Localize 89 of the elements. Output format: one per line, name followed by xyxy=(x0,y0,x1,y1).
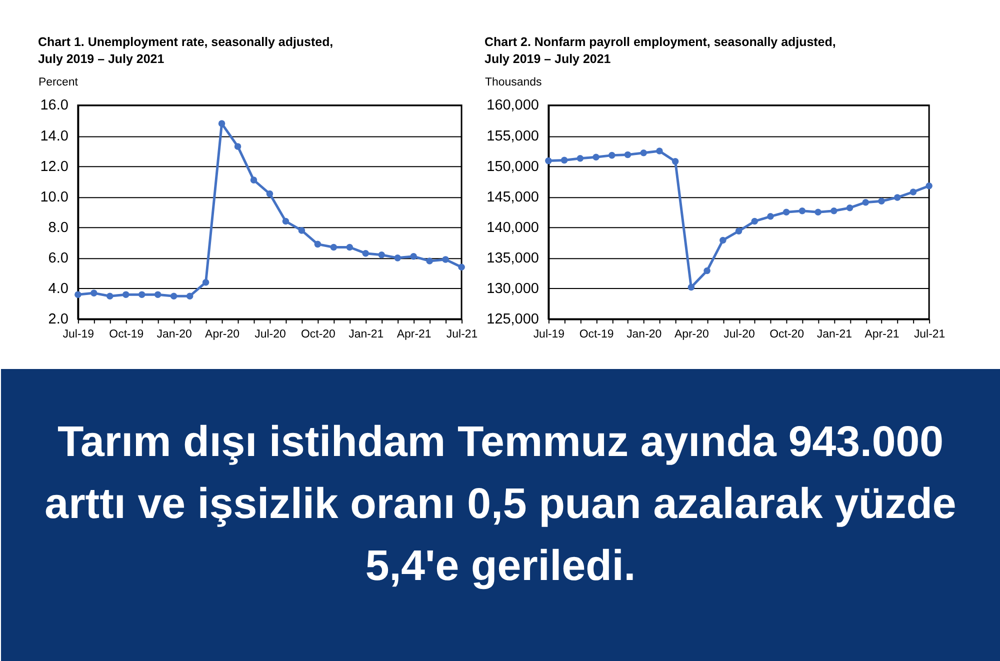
x-tick-label: Oct-20 xyxy=(770,328,804,340)
point xyxy=(298,227,306,234)
point xyxy=(798,208,806,214)
point xyxy=(688,284,695,291)
point xyxy=(458,264,465,270)
x-tick-label: Jan-21 xyxy=(816,328,852,340)
point xyxy=(560,156,568,164)
chart-title: Chart 2. Nonfarm payroll employment, seasonally adjusted, July 2019 – July 2021 xyxy=(484,34,836,66)
y-tick-label: 125,000 xyxy=(486,312,539,328)
point xyxy=(624,151,632,158)
point xyxy=(830,208,838,214)
x-tick-label: Jan-21 xyxy=(348,328,384,340)
point xyxy=(202,278,210,286)
point xyxy=(186,292,194,300)
point xyxy=(106,292,114,300)
point xyxy=(592,154,600,161)
x-tick-label: Apr-21 xyxy=(396,328,432,340)
point xyxy=(910,188,917,196)
x-tick-label: Jul-20 xyxy=(724,328,755,340)
point xyxy=(767,213,774,220)
y-tick-label: 12.0 xyxy=(40,158,68,175)
point xyxy=(720,236,726,244)
point xyxy=(90,290,98,296)
x-tick-label: Apr-20 xyxy=(205,328,240,340)
y-tick-label: 135,000 xyxy=(486,250,539,266)
y-tick-label: 150,000 xyxy=(486,158,539,175)
point xyxy=(234,143,242,150)
point xyxy=(218,120,226,127)
y-tick-label: 155,000 xyxy=(486,128,539,144)
y-tick-label: 160,000 xyxy=(486,98,539,114)
point xyxy=(138,291,146,298)
x-tick-label: Jan-20 xyxy=(156,328,192,340)
x-tick-label: Oct-20 xyxy=(300,328,336,340)
point xyxy=(442,256,449,263)
point xyxy=(346,244,354,251)
point xyxy=(170,292,178,300)
point xyxy=(704,267,710,274)
chart-title: Chart 1. Unemployment rate, seasonally adjusted, July 2019 – July 2021 xyxy=(38,34,334,66)
point xyxy=(545,157,552,164)
point xyxy=(250,176,258,184)
point xyxy=(894,194,901,201)
point xyxy=(362,250,370,257)
point xyxy=(751,218,758,225)
point xyxy=(878,198,885,205)
x-tick-label: Jul-19 xyxy=(62,328,94,340)
y-tick-label: 10.0 xyxy=(40,189,68,206)
x-tick-label: Jul-21 xyxy=(914,328,946,340)
point xyxy=(735,228,742,234)
point xyxy=(122,291,130,298)
y-tick-label: 6.0 xyxy=(48,250,68,266)
point xyxy=(846,204,854,212)
point xyxy=(672,158,679,165)
point xyxy=(314,240,322,248)
x-tick-label: Jul-19 xyxy=(533,328,565,340)
point xyxy=(410,253,417,260)
point xyxy=(282,218,290,225)
point xyxy=(640,149,647,156)
y-tick-label: 140,000 xyxy=(486,220,539,236)
point xyxy=(862,198,870,206)
x-tick-label: Apr-21 xyxy=(864,328,900,340)
point xyxy=(576,154,584,162)
point xyxy=(154,291,162,298)
point xyxy=(782,208,790,216)
y-axis-title: Thousands xyxy=(485,76,542,89)
point xyxy=(330,244,338,251)
point xyxy=(814,208,822,216)
point xyxy=(266,190,274,198)
y-axis-title: Percent xyxy=(38,76,79,89)
text: Tarım dışı istihdam Temmuz ayında 943.000 arttı ve işsizlik oranı 0,5 puan azalarak yüzde 5,4'e geriledi. xyxy=(44,418,956,590)
point xyxy=(74,291,82,298)
point xyxy=(608,152,616,159)
point xyxy=(394,254,401,262)
x-tick-label: Jan-20 xyxy=(626,328,662,340)
y-tick-label: 145,000 xyxy=(486,189,539,206)
x-tick-label: Oct-19 xyxy=(579,328,614,340)
point xyxy=(378,251,386,258)
x-tick-label: Apr-20 xyxy=(674,328,709,340)
x-tick-label: Jul-21 xyxy=(446,328,478,340)
x-tick-label: Oct-19 xyxy=(109,328,144,340)
y-tick-label: 130,000 xyxy=(486,280,539,297)
y-tick-label: 2.0 xyxy=(48,312,68,328)
y-tick-label: 8.0 xyxy=(48,220,68,236)
y-tick-label: 16.0 xyxy=(40,98,68,114)
point xyxy=(426,258,433,264)
y-tick-label: 4.0 xyxy=(48,280,68,297)
point xyxy=(656,148,663,154)
x-tick-label: Jul-20 xyxy=(254,328,286,340)
y-tick-label: 14.0 xyxy=(40,128,68,144)
point xyxy=(926,182,932,190)
